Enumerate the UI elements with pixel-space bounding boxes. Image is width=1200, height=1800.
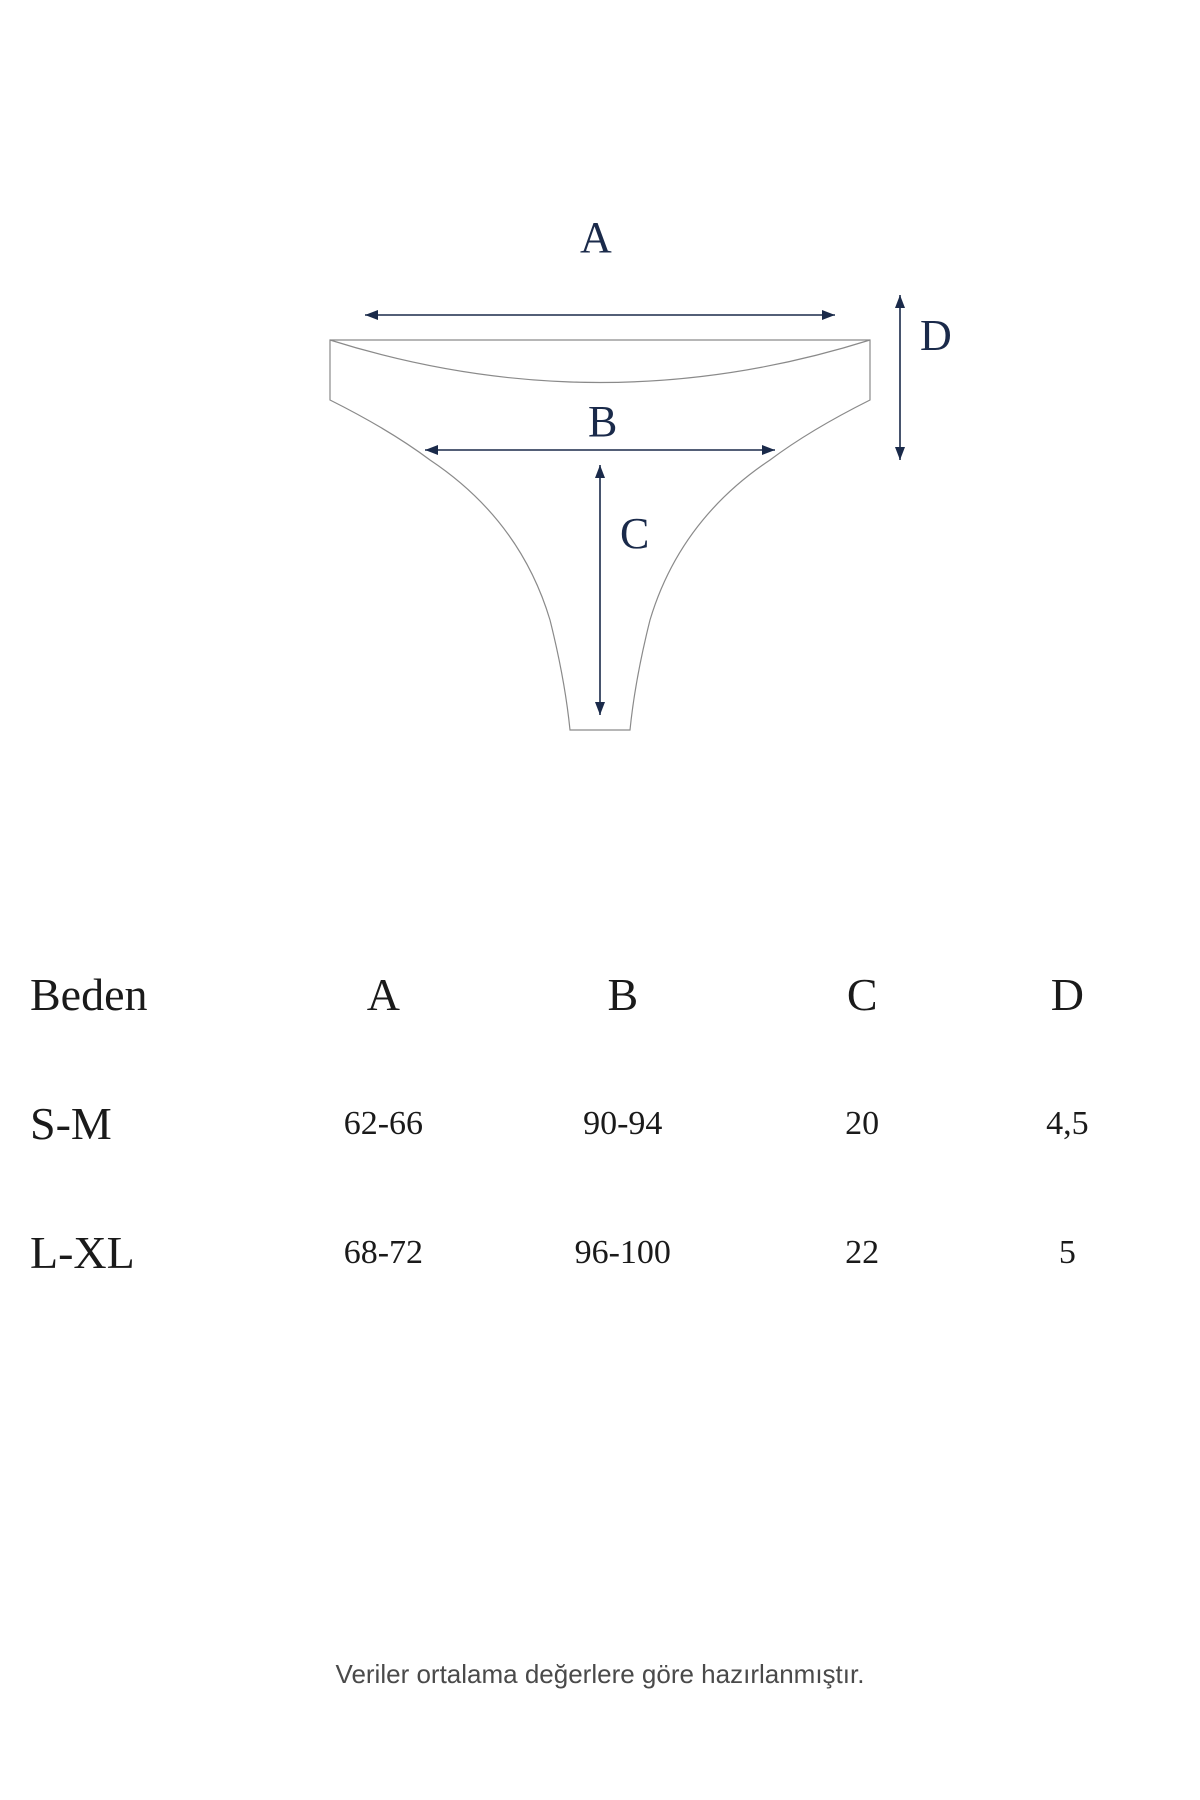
header-c: C (760, 930, 965, 1059)
size-table: Beden A B C D S-M 62-66 90-94 20 4,5 L-X… (30, 930, 1170, 1317)
label-c: C (620, 508, 649, 559)
table-row: S-M 62-66 90-94 20 4,5 (30, 1059, 1170, 1188)
garment-outline (280, 260, 920, 760)
row-d: 4,5 (965, 1059, 1170, 1188)
label-d: D (920, 310, 952, 361)
row-b: 90-94 (486, 1059, 760, 1188)
header-size: Beden (30, 930, 281, 1059)
table-row: L-XL 68-72 96-100 22 5 (30, 1188, 1170, 1317)
row-a: 62-66 (281, 1059, 486, 1188)
header-b: B (486, 930, 760, 1059)
row-d: 5 (965, 1188, 1170, 1317)
table-header-row: Beden A B C D (30, 930, 1170, 1059)
row-size: S-M (30, 1059, 281, 1188)
row-c: 22 (760, 1188, 965, 1317)
header-d: D (965, 930, 1170, 1059)
row-size: L-XL (30, 1188, 281, 1317)
label-b: B (588, 396, 617, 447)
header-a: A (281, 930, 486, 1059)
label-a: A (580, 212, 612, 263)
row-b: 96-100 (486, 1188, 760, 1317)
footnote-text: Veriler ortalama değerlere göre hazırlan… (0, 1659, 1200, 1690)
row-c: 20 (760, 1059, 965, 1188)
diagram-area: A B C D (0, 200, 1200, 800)
row-a: 68-72 (281, 1188, 486, 1317)
size-table-area: Beden A B C D S-M 62-66 90-94 20 4,5 L-X… (30, 930, 1170, 1317)
